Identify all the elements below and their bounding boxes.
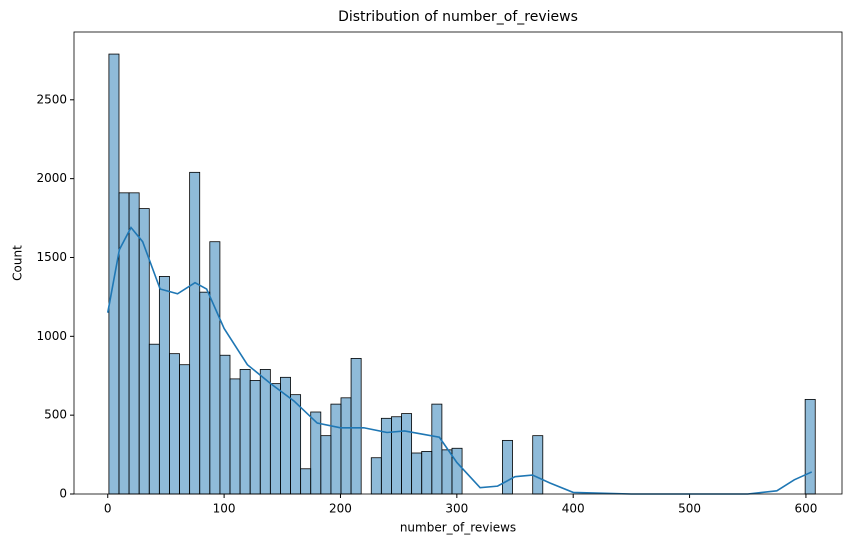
y-tick-label: 1500 (36, 250, 67, 264)
bar (128, 192, 140, 495)
bar (239, 369, 251, 495)
bar (532, 435, 544, 495)
bar (199, 291, 211, 495)
y-tick-label: 1000 (36, 329, 67, 343)
bar (804, 398, 816, 495)
x-tick-label: 0 (104, 502, 112, 516)
bar (209, 241, 221, 495)
chart-title: Distribution of number_of_reviews (338, 9, 578, 25)
bar (259, 369, 271, 495)
bar (330, 403, 342, 495)
bar (370, 457, 382, 495)
bar (169, 353, 180, 495)
bar (148, 343, 160, 495)
bar (451, 447, 463, 495)
kde-line (106, 226, 813, 495)
bar (290, 394, 302, 495)
bar (118, 192, 130, 495)
bar (158, 276, 170, 495)
y-tick-label: 2000 (36, 171, 67, 185)
bar (269, 383, 281, 495)
bar (108, 53, 120, 495)
y-tick-label: 2500 (36, 92, 67, 106)
x-tick-label: 400 (562, 502, 585, 516)
y-tick-label: 0 (59, 487, 67, 501)
bar (380, 417, 392, 495)
x-tick-label: 200 (329, 502, 352, 516)
x-tick-label: 600 (794, 502, 817, 516)
bar (441, 449, 453, 495)
bar (189, 171, 201, 495)
bar (249, 380, 261, 495)
plot-frame (73, 31, 843, 495)
bar (219, 354, 231, 495)
bar (350, 357, 362, 495)
bar (401, 413, 413, 495)
x-tick-label: 100 (213, 502, 236, 516)
x-axis-label: number_of_reviews (400, 521, 516, 535)
bar (431, 403, 443, 495)
bar (179, 364, 191, 495)
bar (300, 468, 312, 495)
y-axis-label: Count (11, 245, 25, 281)
bar (421, 451, 433, 495)
bar (411, 452, 423, 495)
x-tick-label: 300 (445, 502, 468, 516)
bar (502, 439, 513, 495)
bar (391, 416, 402, 495)
bar (320, 435, 332, 495)
bar (138, 208, 150, 495)
bar (310, 411, 322, 495)
bar (229, 378, 241, 495)
y-tick-label: 500 (44, 408, 67, 422)
x-tick-label: 500 (678, 502, 701, 516)
bar (340, 397, 352, 495)
